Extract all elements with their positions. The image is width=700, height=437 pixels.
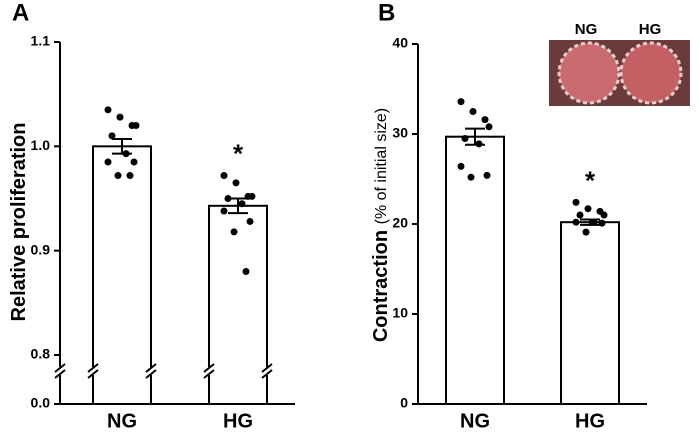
data-point [132,121,140,129]
y-tick-label: 0.0 [31,395,51,411]
bar [445,135,505,405]
inset-label: HG [639,21,662,38]
y-tick-label: 0.9 [31,241,51,257]
data-point [598,219,606,227]
axis-break [54,363,66,373]
x-tick-label: HG [575,410,605,432]
data-point [248,192,256,200]
axis-break [87,369,99,379]
data-point [457,98,465,106]
y-tick-label: 40 [392,35,408,51]
y-axis-label: Relative proliferation [8,123,30,322]
data-point [572,198,580,206]
axis-break [145,363,157,373]
axis-break [54,369,66,379]
data-point [485,123,493,131]
data-point [104,158,112,166]
y-axis-label-main: Contraction [370,230,392,342]
axis-break-gap [263,367,271,375]
y-axis-label-unit: (% of initial size) [373,108,390,224]
significance-marker: * [233,138,244,168]
data-point [130,158,138,166]
y-tick-label: 20 [392,215,408,231]
y-tick-label: 1.1 [31,33,51,49]
data-point [126,172,134,180]
data-point [230,228,238,236]
panel-label: B [378,0,395,26]
data-point [224,195,232,202]
inset-label: NG [575,21,598,38]
data-point [104,106,112,114]
axis-break [145,369,157,379]
data-point [590,218,598,226]
data-point [582,228,590,236]
data-point [232,179,240,187]
data-point [114,172,122,180]
data-point [576,211,584,219]
data-point [457,162,465,170]
data-point [238,200,246,208]
data-point [246,217,254,225]
axis-break [203,363,215,373]
bar [208,204,268,405]
y-tick-label: 10 [392,305,408,321]
y-tick-label: 1.0 [31,137,51,153]
data-point [467,173,475,181]
data-point [600,211,608,219]
data-point [584,205,592,213]
data-point [116,113,124,121]
y-axis-label: Contraction (% of initial size) [370,108,392,342]
data-point [220,172,228,180]
data-point [572,218,580,226]
significance-marker: * [585,165,596,195]
axis-break [203,369,215,379]
inset-well [557,41,621,105]
x-tick-label: HG [223,410,253,432]
bar [560,221,620,405]
data-point [108,132,116,140]
x-tick-label: NG [107,410,137,432]
data-point [122,150,130,158]
data-point [481,116,489,124]
panel-label: A [12,0,29,26]
inset-well [619,41,683,105]
axis-break-gap [56,367,64,375]
axis-break-gap [89,367,97,375]
axis-break [261,363,273,373]
y-tick-label: 0.8 [31,346,51,362]
y-axis-label-main: Relative proliferation [8,123,30,322]
data-point [469,108,477,115]
y-tick-label: 0 [400,395,408,411]
data-point [242,268,250,276]
axis-break-gap [205,367,213,375]
y-tick-label: 30 [392,125,408,141]
axis-break [261,369,273,379]
x-tick-label: NG [460,410,490,432]
data-point [220,207,228,215]
data-point [461,135,469,142]
axis-break [87,363,99,373]
data-point [475,140,483,148]
data-point [483,171,491,179]
axis-break-gap [147,367,155,375]
bar [92,145,152,405]
